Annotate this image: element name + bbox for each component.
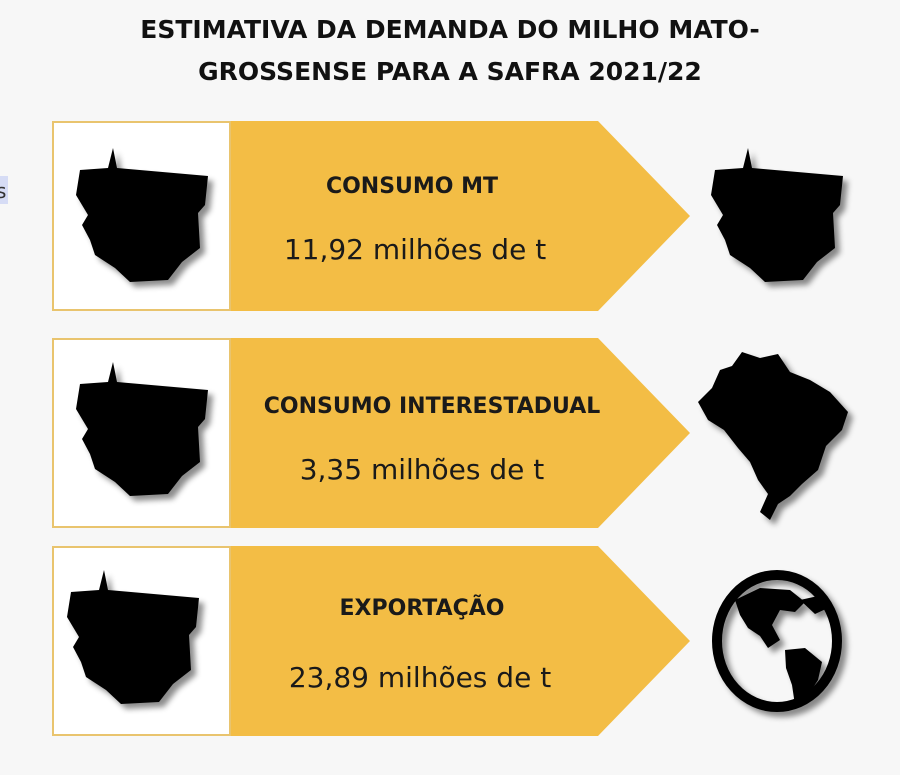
mt-map xyxy=(711,148,843,282)
row: CONSUMO MT 11,92 milhões de t xyxy=(52,121,843,311)
row-label: CONSUMO MT xyxy=(326,174,498,199)
row-label: CONSUMO INTERESTADUAL xyxy=(264,394,601,419)
arrow xyxy=(230,546,690,736)
row-value: 3,35 milhões de t xyxy=(300,453,545,486)
row-value: 11,92 milhões de t xyxy=(284,233,546,266)
highlight xyxy=(0,176,8,204)
brazil-map xyxy=(698,352,848,520)
arrow xyxy=(230,338,690,528)
row: CONSUMO INTERESTADUAL 3,35 milhões de t xyxy=(52,338,848,528)
row: EXPORTAÇÃO 23,89 milhões de t xyxy=(52,546,842,736)
arrow xyxy=(230,121,690,311)
title-line: GROSSENSE PARA A SAFRA 2021/22 xyxy=(198,57,702,86)
text-fragment: s xyxy=(0,179,6,203)
row-value: 23,89 milhões de t xyxy=(289,661,551,694)
globe-icon xyxy=(712,570,842,712)
title-line: ESTIMATIVA DA DEMANDA DO MILHO MATO- xyxy=(140,15,760,44)
row-label: EXPORTAÇÃO xyxy=(340,595,505,621)
